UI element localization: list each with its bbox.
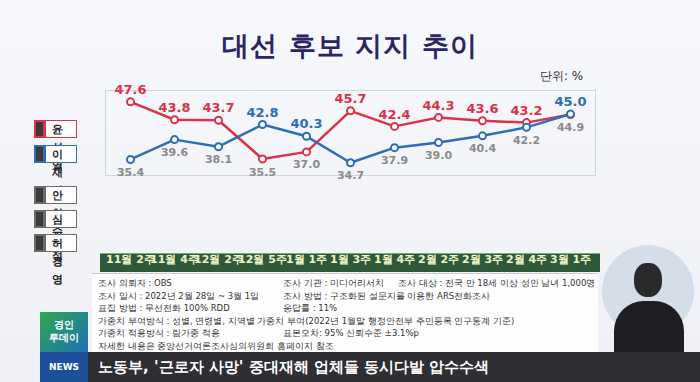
html-text:심상정: 심상정: [52, 213, 64, 262]
html-text:조사 대상 : 전국 만 18세 이상 성인 남녀 1,00: 조사 대상 : 전국 만 18세 이상 성인 남녀 1,000명: [398, 278, 596, 288]
svg-text:42.4: 42.4: [378, 107, 410, 122]
svg-text:37.0: 37.0: [293, 158, 320, 171]
svg-text:42.8: 42.8: [246, 105, 278, 120]
html-text:조사 기관 : 미디어리서치: 조사 기관 : 미디어리서치: [283, 278, 384, 288]
html-text:표본오차: 95% 신뢰수준 ±3.1%p: 표본오차: 95% 신뢰수준 ±3.1%p: [283, 328, 419, 338]
svg-text:3월 1주: 3월 1주: [550, 253, 591, 266]
html-text:윤석열: 윤석열: [52, 123, 64, 172]
svg-text:2월 4주: 2월 4주: [506, 253, 547, 266]
html-text:조사 방법 : 구조화된 설문지를 이용한 ARS전화조사: 조사 방법 : 구조화된 설문지를 이용한 ARS전화조사: [283, 290, 491, 301]
html-text:NEWS: NEWS: [49, 362, 79, 372]
svg-text:12월 2주: 12월 2주: [194, 253, 243, 266]
html-text:투데이: 투데이: [49, 332, 79, 343]
svg-text:44.3: 44.3: [422, 98, 454, 113]
svg-text:11월 4주: 11월 4주: [150, 253, 199, 266]
html-text:경인: 경인: [54, 319, 74, 330]
svg-text:12월 5주: 12월 5주: [238, 253, 287, 266]
html-text:조사 일시 : 2022년 2월 28일 ~ 3월 1일: 조사 일시 : 2022년 2월 28일 ~ 3월 1일: [98, 290, 260, 301]
svg-text:45.0: 45.0: [554, 94, 586, 109]
svg-text:34.7: 34.7: [337, 169, 364, 182]
svg-text:2월 3주: 2월 3주: [462, 253, 503, 266]
html-text:자세한 내용은 중앙선거여론조사심의위원회 홈페이지 참조: 자세한 내용은 중앙선거여론조사심의위원회 홈페이지 참조: [98, 340, 334, 351]
svg-text:43.6: 43.6: [466, 101, 498, 116]
svg-text:39.6: 39.6: [161, 146, 188, 159]
html-text:대선 후보 지지 추이: 대선 후보 지지 추이: [222, 30, 478, 61]
html-text:단위: %: 단위: %: [540, 69, 584, 83]
svg-text:40.3: 40.3: [290, 116, 322, 131]
svg-text:35.4: 35.4: [117, 166, 144, 179]
svg-text:47.6: 47.6: [114, 82, 146, 97]
svg-text:43.8: 43.8: [158, 100, 190, 115]
html-text:이재명: 이재명: [52, 148, 64, 197]
svg-text:1월 1주: 1월 1주: [286, 253, 327, 266]
svg-text:11월 2주: 11월 2주: [106, 253, 155, 266]
svg-text:35.5: 35.5: [249, 165, 276, 178]
svg-text:2월 2주: 2월 2주: [418, 253, 459, 266]
svg-text:40.4: 40.4: [469, 142, 496, 155]
svg-text:42.2: 42.2: [513, 134, 540, 147]
svg-text:37.9: 37.9: [381, 154, 408, 167]
svg-text:43.2: 43.2: [510, 103, 542, 118]
html-text:노동부, '근로자 사망' 중대재해 업체들 동시다발 압수: 노동부, '근로자 사망' 중대재해 업체들 동시다발 압수수색: [98, 358, 490, 376]
html-text:응답률 : 11%: 응답률 : 11%: [283, 303, 338, 313]
html-text:안철수: 안철수: [52, 189, 64, 238]
svg-text:44.9: 44.9: [557, 121, 584, 134]
svg-text:38.1: 38.1: [205, 153, 232, 166]
svg-text:45.7: 45.7: [334, 91, 366, 106]
svg-text:43.7: 43.7: [202, 100, 234, 115]
html-text:조사 의뢰자 : OBS: 조사 의뢰자 : OBS: [98, 278, 172, 288]
svg-text:39.0: 39.0: [425, 149, 452, 162]
svg-text:1월 3주: 1월 3주: [330, 253, 371, 266]
html-text:가중치 부여방식 : 성별, 연령별, 지역별 가중치 부여: 가중치 부여방식 : 성별, 연령별, 지역별 가중치 부여(2022년 1월말…: [98, 315, 515, 326]
html-text:허경영: 허경영: [52, 237, 64, 286]
html-text:가중치 적용방식 : 림가중 적용: 가중치 적용방식 : 림가중 적용: [98, 328, 220, 338]
svg-text:1월 4주: 1월 4주: [374, 253, 415, 266]
html-text:표집 방법 : 무선전화 100% RDD: 표집 방법 : 무선전화 100% RDD: [98, 303, 230, 313]
